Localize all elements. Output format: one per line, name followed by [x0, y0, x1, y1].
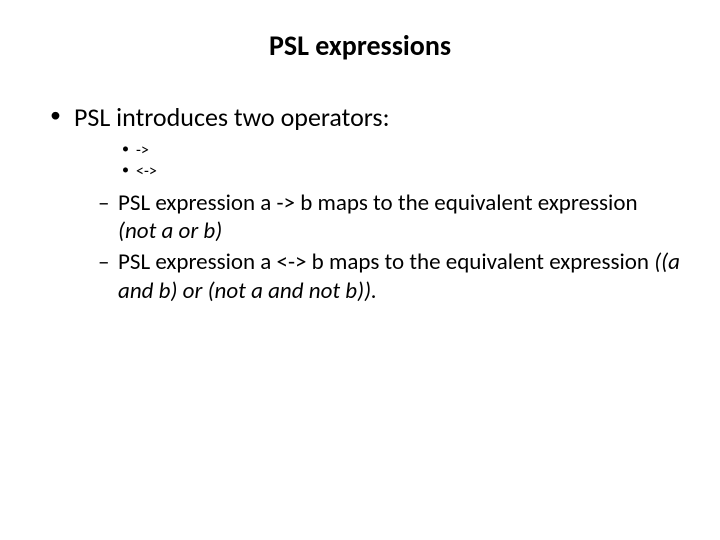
mapping-arrow-text: PSL expression a -> b maps to the equiva… — [118, 189, 638, 217]
mapping-iff: PSL expression a <-> b maps to the equiv… — [98, 248, 680, 306]
intro-text: PSL introduces two operators: — [74, 101, 390, 133]
mapping-list: PSL expression a -> b maps to the equiva… — [74, 189, 680, 306]
operator-iff: <-> — [122, 161, 680, 183]
operator-arrow: -> — [122, 140, 680, 162]
mapping-arrow-expr: (not a or b) — [118, 217, 222, 245]
mapping-arrow: PSL expression a -> b maps to the equiva… — [98, 189, 680, 247]
slide-title: PSL expressions — [40, 28, 680, 63]
bullet-list-level1: PSL introduces two operators: -> <-> PSL… — [40, 101, 680, 306]
operator-bullets: -> <-> — [74, 140, 680, 183]
mapping-iff-text: PSL expression a <-> b maps to the equiv… — [118, 248, 654, 276]
bullet-intro: PSL introduces two operators: -> <-> PSL… — [50, 101, 680, 306]
slide: PSL expressions PSL introduces two opera… — [0, 0, 720, 540]
